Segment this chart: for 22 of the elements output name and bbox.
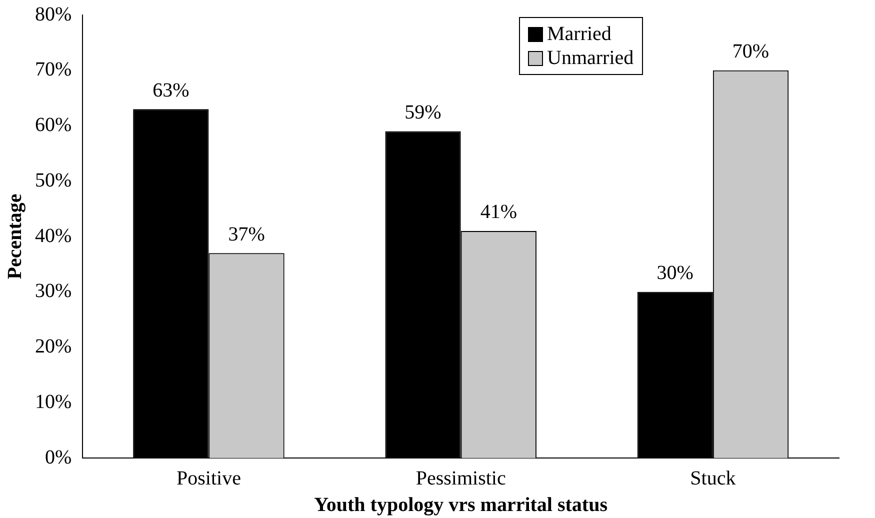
x-tick-label: Stuck	[690, 467, 736, 490]
y-tick-label: 20%	[34, 336, 72, 358]
y-tick-label: 50%	[34, 169, 72, 192]
y-tick-label: 60%	[34, 114, 72, 136]
data-label: 63%	[152, 79, 190, 102]
data-label: 41%	[480, 201, 517, 224]
y-tick-label: 70%	[34, 58, 72, 81]
legend-label: Married	[547, 22, 612, 46]
y-axis-title: Pecentage	[4, 194, 26, 280]
legend-label: Unmarried	[547, 46, 634, 70]
data-label: 59%	[404, 102, 442, 124]
y-tick-label: 30%	[34, 280, 72, 302]
y-tick-label: 40%	[34, 224, 72, 247]
y-tick-label: 80%	[34, 3, 72, 26]
data-label: 30%	[656, 262, 694, 284]
y-tick-label: 10%	[34, 390, 72, 413]
x-tick-label: Pessimistic	[416, 467, 506, 490]
data-label: 70%	[732, 40, 770, 63]
x-axis-title: Youth typology vrs marrital status	[314, 494, 608, 516]
y-tick-label: 0%	[44, 446, 72, 468]
x-tick-label: Positive	[176, 467, 242, 490]
data-label: 37%	[228, 223, 265, 246]
